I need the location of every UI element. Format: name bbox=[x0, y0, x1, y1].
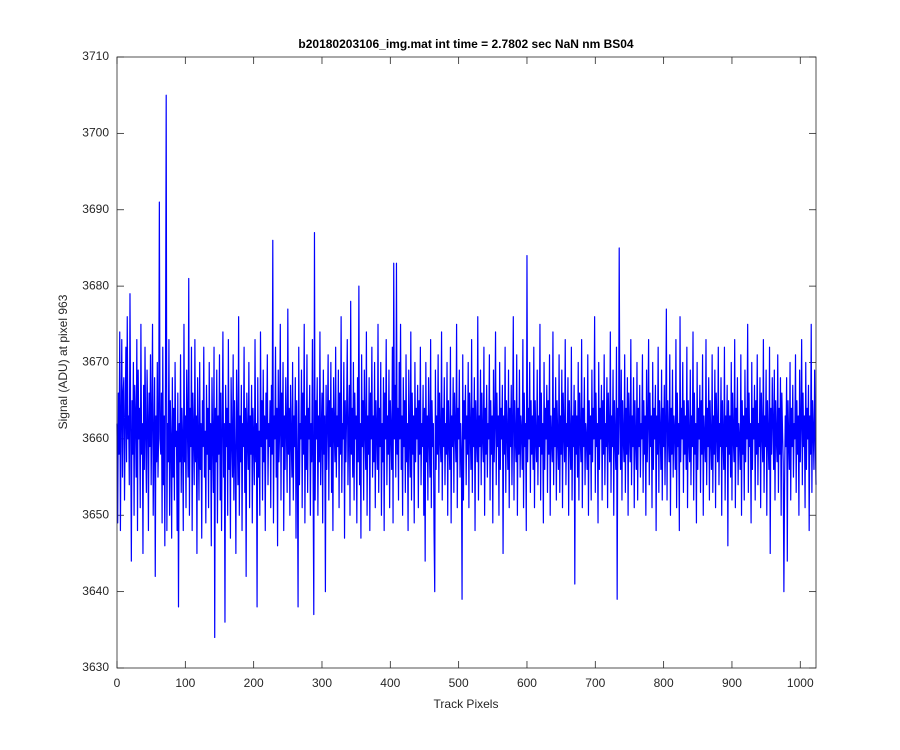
y-tick-label: 3650 bbox=[82, 507, 109, 521]
y-tick-label: 3630 bbox=[82, 660, 109, 674]
y-tick-label: 3700 bbox=[82, 126, 109, 140]
x-axis-label: Track Pixels bbox=[434, 697, 499, 711]
y-tick-label: 3660 bbox=[82, 431, 109, 445]
x-tick-label: 600 bbox=[517, 676, 537, 690]
x-tick-label: 800 bbox=[654, 676, 674, 690]
y-tick-label: 3680 bbox=[82, 278, 109, 292]
x-tick-label: 500 bbox=[449, 676, 469, 690]
y-tick-label: 3690 bbox=[82, 202, 109, 216]
x-tick-label: 200 bbox=[244, 676, 264, 690]
x-tick-label: 100 bbox=[175, 676, 195, 690]
chart-title: b20180203106_img.mat int time = 2.7802 s… bbox=[298, 37, 634, 51]
y-tick-label: 3710 bbox=[82, 49, 109, 63]
y-tick-label: 3640 bbox=[82, 584, 109, 598]
x-tick-label: 900 bbox=[722, 676, 742, 690]
axes-box bbox=[116, 56, 817, 669]
x-tick-label: 300 bbox=[312, 676, 332, 690]
y-tick-label: 3670 bbox=[82, 355, 109, 369]
data-line bbox=[116, 94, 817, 639]
y-axis-label: Signal (ADU) at pixel 963 bbox=[56, 294, 70, 429]
axes-background bbox=[117, 57, 816, 668]
x-tick-label: 1000 bbox=[787, 676, 814, 690]
x-tick-label: 700 bbox=[585, 676, 605, 690]
x-tick-label: 400 bbox=[380, 676, 400, 690]
x-tick-label: 0 bbox=[114, 676, 121, 690]
